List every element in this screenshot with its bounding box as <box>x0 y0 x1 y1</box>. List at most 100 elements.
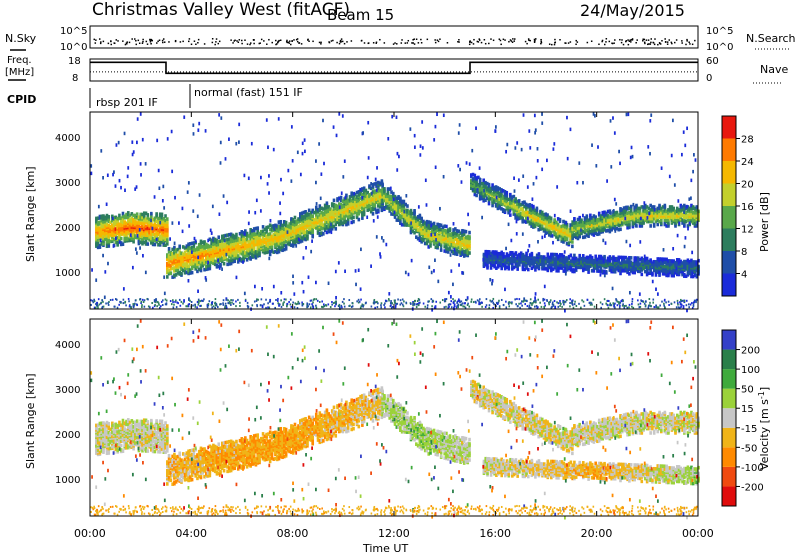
noise-point <box>162 41 164 44</box>
power-echo-cell <box>334 209 338 214</box>
power-echo-cell <box>259 229 263 234</box>
noise-point <box>605 38 608 40</box>
power-echo-cell <box>322 232 325 236</box>
power-echo-cell <box>452 228 455 232</box>
power-echo-cell <box>471 187 475 191</box>
power-echo-cell <box>539 255 543 259</box>
power-echo-cell <box>404 208 407 213</box>
power-echo-cell <box>551 252 555 257</box>
power-echo-cell <box>205 242 208 247</box>
power-echo-cell <box>139 225 142 230</box>
noise-point <box>457 40 459 43</box>
power-echo-cell <box>448 246 452 250</box>
power-echo-cell <box>541 255 544 259</box>
power-echo-cell <box>399 214 402 218</box>
power-echo-cell <box>181 245 185 249</box>
power-echo-cell <box>500 207 503 211</box>
power-echo-cell <box>416 236 420 241</box>
power-echo-cell <box>107 217 111 222</box>
power-echo-cell <box>620 221 624 225</box>
power-echo-cell <box>484 185 487 189</box>
power-echo-cell <box>603 254 606 259</box>
power-echo-cell <box>245 236 249 240</box>
power-echo-cell <box>185 253 189 257</box>
noise-trace <box>93 38 696 46</box>
power-echo-cell <box>619 261 622 266</box>
power-echo-cell <box>139 240 142 244</box>
noise-point <box>648 43 650 45</box>
power-echo-cell <box>528 256 532 260</box>
power-echo-cell <box>318 204 322 208</box>
noise-point <box>477 41 480 43</box>
power-echo-cell <box>551 221 555 226</box>
power-echo-cell <box>606 228 610 233</box>
power-echo-cell <box>652 205 656 209</box>
power-echo-cell <box>501 194 505 199</box>
power-echo-cell <box>663 221 667 225</box>
power-echo-cell <box>640 221 644 225</box>
power-echo-cell <box>190 264 194 269</box>
power-echo-cell <box>608 225 612 230</box>
power-echo-cell <box>366 190 369 195</box>
power-echo-cell <box>558 234 562 238</box>
power-echo-cell <box>455 237 459 242</box>
power-echo-cell <box>439 230 443 235</box>
power-echo-cell <box>546 213 549 217</box>
power-echo-cell <box>345 202 348 206</box>
power-echo-cell <box>302 234 306 238</box>
noise-point <box>401 39 403 41</box>
power-echo-cell <box>498 251 502 256</box>
power-echo-cell <box>461 252 464 256</box>
noise-point <box>681 40 683 42</box>
power-echo-cell <box>219 262 222 267</box>
power-echo-cell <box>192 254 196 258</box>
noise-point <box>625 40 627 43</box>
power-echo-cell <box>386 194 390 199</box>
power-echo-cell <box>309 210 313 215</box>
noise-point <box>671 42 673 45</box>
power-echo-cell <box>573 256 576 261</box>
power-echo-cell <box>581 254 585 258</box>
power-echo-cell <box>519 214 523 219</box>
power-echo-cell <box>357 210 361 215</box>
power-echo-cell <box>418 213 422 218</box>
power-echo-cell <box>236 242 240 247</box>
power-echo-cell <box>245 257 249 262</box>
power-echo-cell <box>240 230 244 234</box>
power-echo-cell <box>427 226 431 230</box>
power-echo-cell <box>325 220 329 224</box>
power-echo-cell <box>608 218 612 222</box>
power-echo-cell <box>436 222 439 227</box>
power-echo-cell <box>537 219 540 223</box>
power-echo-cell <box>425 222 429 227</box>
power-echo-cell <box>505 265 509 269</box>
power-echo-cell <box>651 205 654 209</box>
power-echo-cell <box>112 237 116 242</box>
power-echo-cell <box>594 254 597 259</box>
power-echo-cell <box>187 242 190 247</box>
power-echo-cell <box>495 266 498 270</box>
power-echo-cell <box>693 221 697 225</box>
power-echo-cell <box>647 206 651 211</box>
power-echo-cell <box>272 250 275 254</box>
power-echo-cell <box>114 218 118 223</box>
power-echo-cell <box>628 206 631 211</box>
power-echo-cell <box>693 206 697 211</box>
power-echo-cell <box>384 204 388 209</box>
noise-point <box>138 42 141 45</box>
power-echo-cell <box>150 211 153 216</box>
power-echo-cell <box>610 262 613 267</box>
power-echo-cell <box>171 256 174 260</box>
power-echo-cell <box>359 196 362 201</box>
power-echo-cell <box>407 210 411 214</box>
power-echo-cell <box>150 229 153 233</box>
power-echo-cell <box>416 215 420 219</box>
power-echo-cell <box>189 250 192 255</box>
power-echo-cell <box>299 238 302 242</box>
power-echo-cell <box>350 213 354 217</box>
power-echo-cell <box>153 242 157 247</box>
power-echo-cell <box>555 224 558 229</box>
power-echo-cell <box>597 269 601 273</box>
power-echo-cell <box>576 222 580 226</box>
power-echo-cell <box>345 196 348 201</box>
